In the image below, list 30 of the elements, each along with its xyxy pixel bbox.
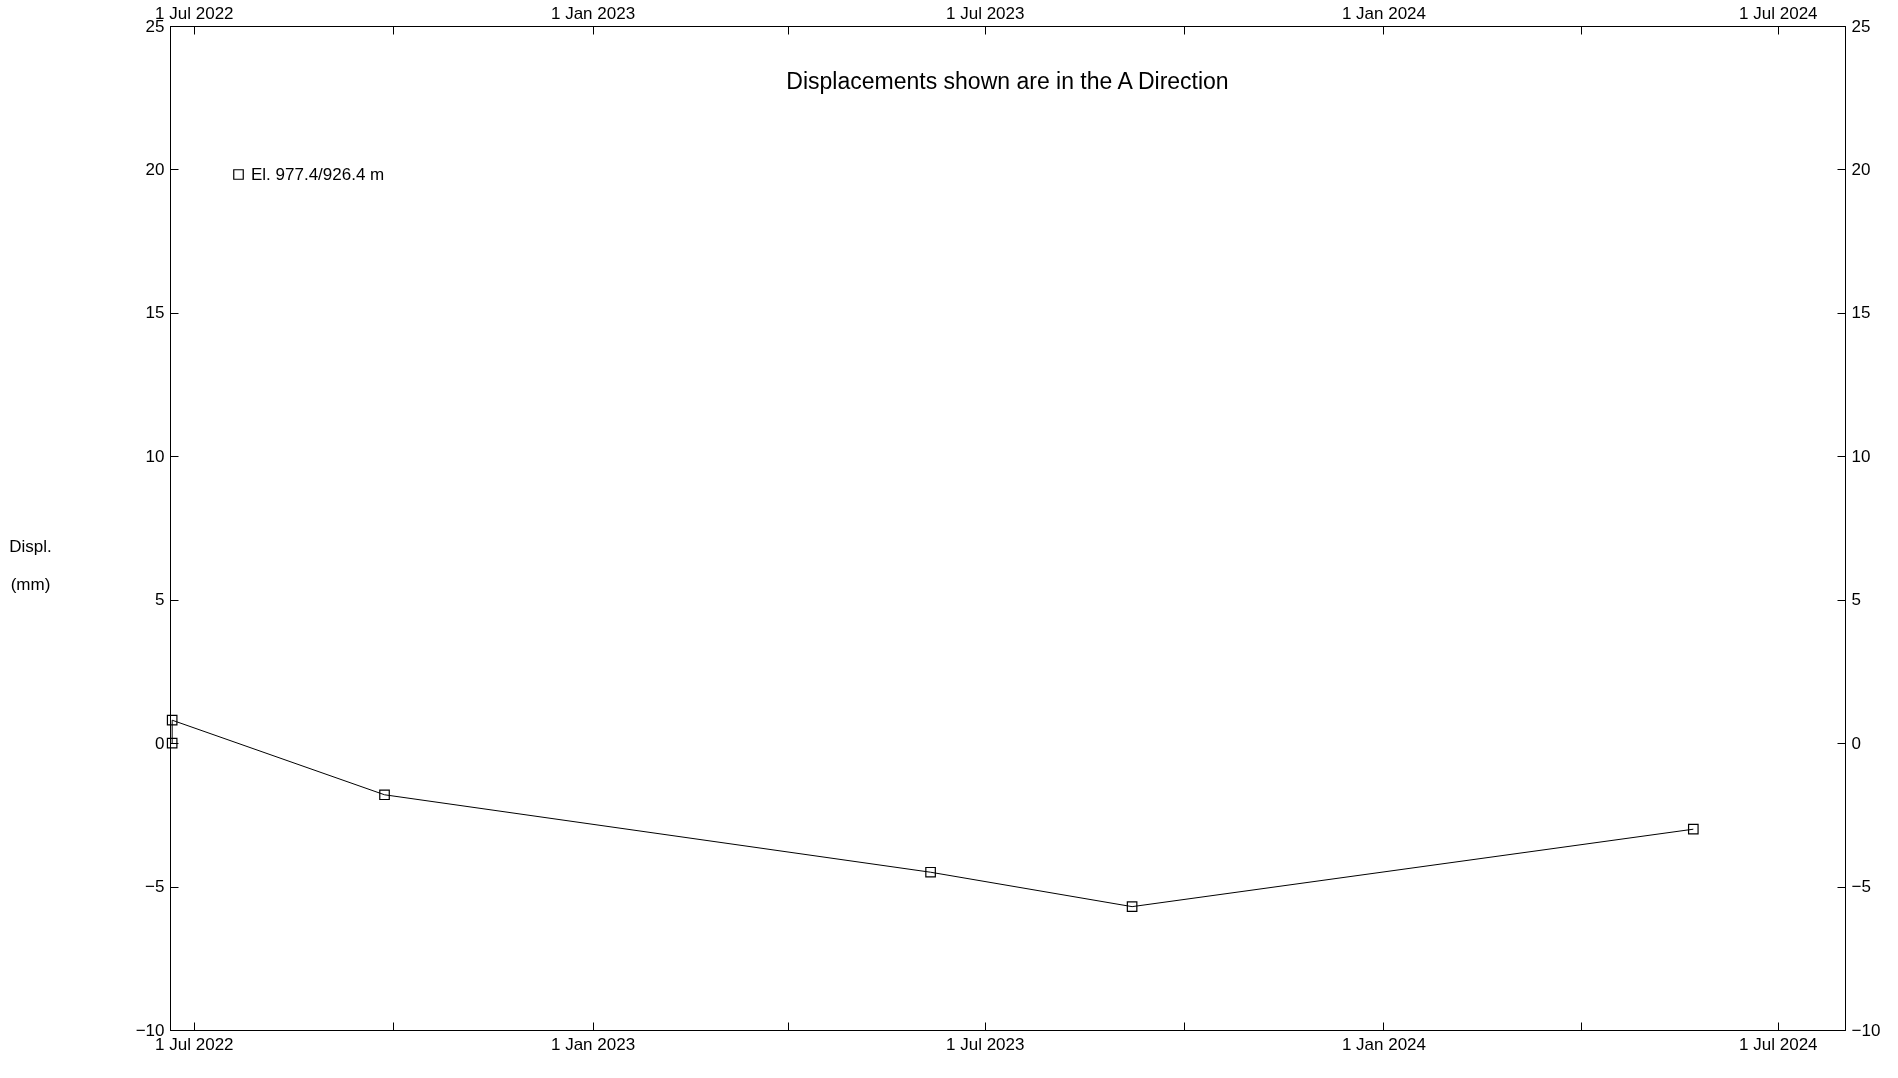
text: Displacements shown are in the A Direction: [786, 68, 1229, 94]
y-tick-label: 5: [155, 590, 165, 610]
y-tick-label: 0: [155, 733, 165, 753]
point: [166, 714, 178, 726]
x-tick-label: 1 Jul 2024: [1739, 1034, 1818, 1054]
y2-tick-label: 5: [1851, 590, 1861, 610]
y2-tick-label: −10: [1851, 1020, 1881, 1040]
y2-tick-label: 0: [1851, 733, 1861, 753]
x2-tick-label: 1 Jan 2023: [550, 3, 636, 23]
point: [1126, 901, 1138, 912]
y2-tick-label: 10: [1851, 446, 1871, 466]
x-tick-label: 1 Jan 2023: [550, 1034, 636, 1054]
x2-tick-label: 1 Jul 2024: [1739, 3, 1818, 23]
point: [1687, 823, 1699, 835]
y2-tick-label: 15: [1851, 303, 1871, 323]
legend-label: El. 977.4/926.4 m: [251, 164, 385, 184]
point: [379, 789, 390, 801]
x-tick-label: 1 Jan 2024: [1341, 1034, 1427, 1054]
x2-tick-label: 1 Jan 2024: [1341, 3, 1427, 23]
y2-tick-label: 25: [1851, 16, 1871, 36]
y-tick-label: 20: [145, 159, 165, 179]
y-tick-label: 10: [145, 446, 165, 466]
y-axis-title: Displ. (mm): [9, 536, 52, 594]
y2-tick-label: −5: [1851, 877, 1871, 897]
y-tick-label: 15: [145, 303, 165, 323]
y-tick-label: −5: [145, 877, 165, 897]
x2-tick-label: 1 Jul 2023: [946, 3, 1025, 23]
point: [925, 866, 936, 878]
y2-tick-label: 20: [1851, 159, 1871, 179]
x-tick-label: 1 Jul 2023: [946, 1034, 1025, 1054]
